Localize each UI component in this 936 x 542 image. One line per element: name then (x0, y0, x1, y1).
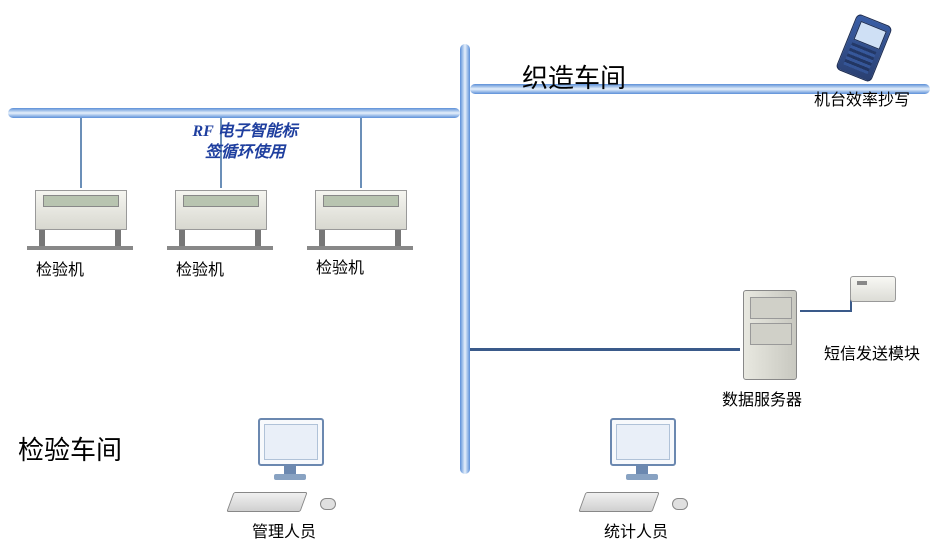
pda-label: 机台效率抄写 (814, 86, 910, 110)
rf-label-line1: RF 电子智能标 (155, 122, 335, 143)
wire-sms-h (800, 310, 852, 312)
stats-pc (582, 418, 702, 513)
inspection-machine-3 (305, 185, 415, 250)
pda-scanner (835, 13, 893, 83)
hanger-1 (80, 118, 82, 188)
sms-module-label: 短信发送模块 (824, 340, 920, 364)
sms-module (850, 276, 896, 302)
title-weaving-workshop: 织造车间 (522, 58, 626, 95)
pipe-left-rail (8, 108, 460, 118)
pipe-server-stub (470, 348, 740, 351)
hanger-3 (360, 118, 362, 188)
admin-pc-label: 管理人员 (252, 518, 316, 542)
inspection-machine-2 (165, 185, 275, 250)
data-server (735, 290, 805, 380)
data-server-label: 数据服务器 (722, 386, 802, 410)
inspection-machine-2-label: 检验机 (176, 256, 224, 280)
inspection-machine-1-label: 检验机 (36, 256, 84, 280)
title-inspection-workshop: 检验车间 (18, 430, 122, 467)
diagram-canvas: 检验机 检验机 检验机 管理人员 统计人员 数据服务器 短信发送模块 机台效率抄… (0, 0, 936, 542)
rf-label: RF 电子智能标 签循环使用 (155, 122, 335, 164)
inspection-machine-3-label: 检验机 (316, 254, 364, 278)
pipe-main-vertical (460, 44, 470, 474)
admin-pc (230, 418, 350, 513)
stats-pc-label: 统计人员 (604, 518, 668, 542)
rf-label-line2: 签循环使用 (155, 143, 335, 164)
inspection-machine-1 (25, 185, 135, 250)
